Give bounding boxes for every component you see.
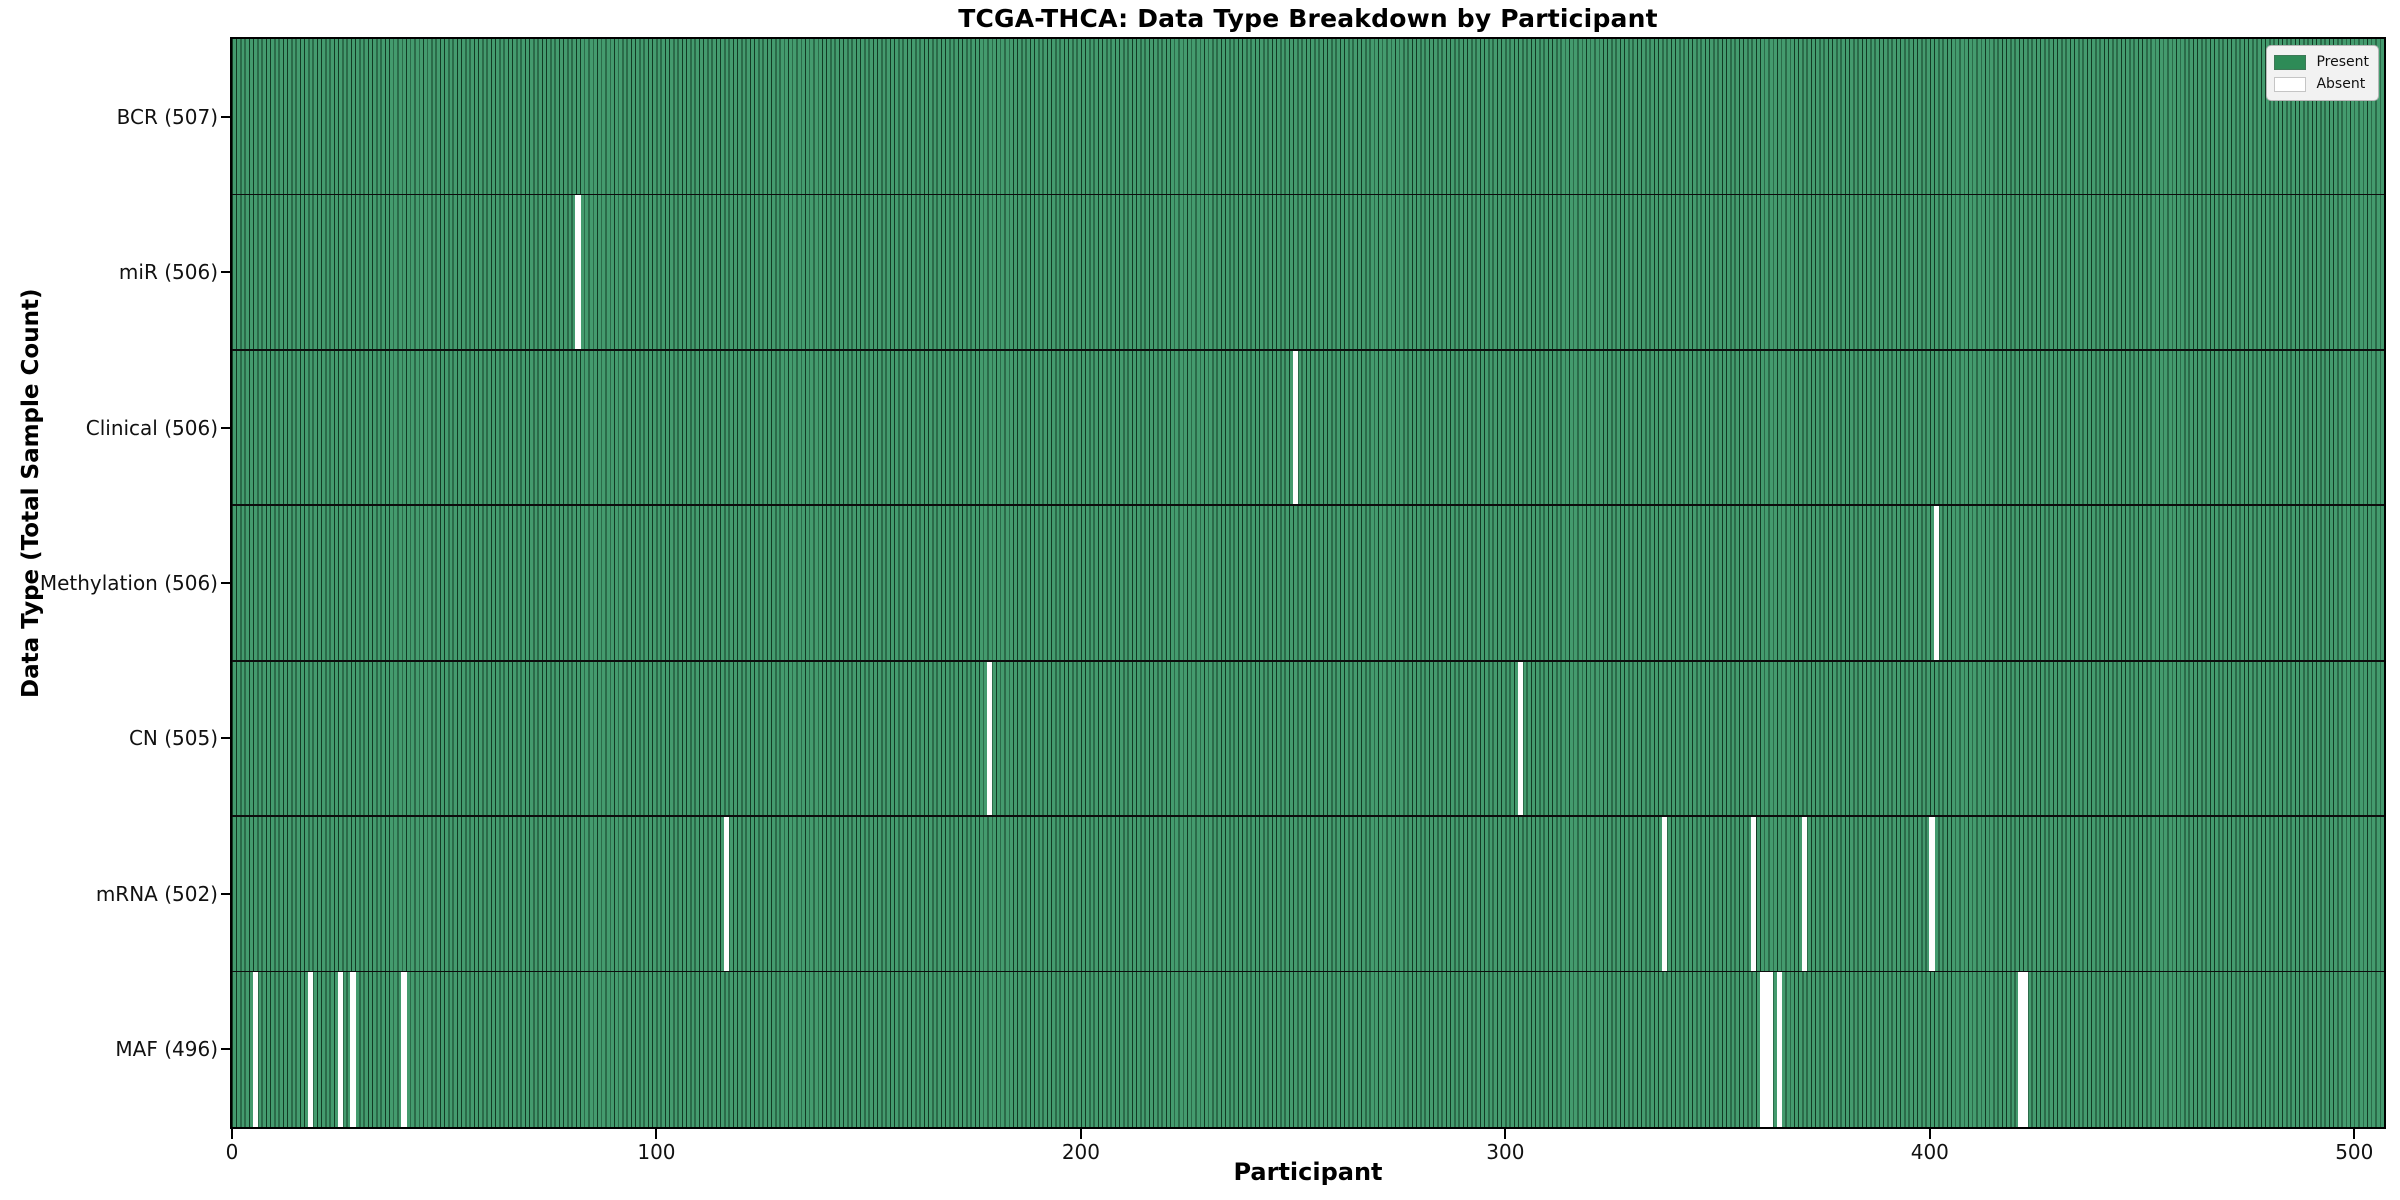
absent-gap: [1929, 816, 1935, 972]
legend-present-swatch-icon: [2274, 54, 2307, 70]
data-row: [232, 39, 2384, 195]
x-tick-label: 500: [2335, 1140, 2374, 1164]
y-tick-mark: [221, 1048, 230, 1051]
x-tick-mark: [655, 1129, 658, 1139]
data-row: [232, 194, 2384, 350]
plot-area: Present Absent: [230, 37, 2386, 1129]
legend: Present Absent: [2266, 45, 2379, 101]
y-tick-label: miR (506): [118, 260, 218, 285]
legend-absent-swatch-icon: [2274, 76, 2307, 92]
y-tick-mark: [221, 426, 230, 429]
absent-gap: [1751, 816, 1757, 972]
y-tick-mark: [221, 892, 230, 895]
row-separator: [232, 193, 2384, 196]
legend-item-present: Present: [2274, 51, 2369, 73]
absent-gap: [2022, 971, 2029, 1127]
y-tick-label: MAF (496): [115, 1037, 218, 1062]
y-tick-mark: [221, 115, 230, 118]
absent-gap: [1776, 971, 1782, 1127]
absent-gap: [1759, 971, 1765, 1127]
x-axis-label: Participant: [1233, 1158, 1383, 1186]
x-tick-label: 100: [637, 1140, 676, 1164]
absent-gap: [2018, 971, 2024, 1127]
y-tick-label: Clinical (506): [85, 415, 218, 440]
x-tick-label: 200: [1061, 1140, 1100, 1164]
absent-gap: [1768, 971, 1774, 1127]
x-tick-mark: [1504, 1129, 1507, 1139]
x-tick-mark: [2353, 1129, 2356, 1139]
y-tick-mark: [221, 582, 230, 584]
data-row: [232, 971, 2384, 1127]
x-tick-mark: [231, 1129, 233, 1139]
absent-gap: [1763, 971, 1770, 1127]
x-tick-mark: [1928, 1129, 1931, 1139]
y-tick-mark: [221, 737, 230, 740]
y-tick-mark: [221, 271, 230, 274]
absent-gap: [252, 971, 259, 1127]
absent-gap: [350, 971, 356, 1127]
absent-gap: [1517, 660, 1523, 817]
chart-title: TCGA-THCA: Data Type Breakdown by Partic…: [958, 4, 1658, 33]
x-tick-label: 400: [1910, 1140, 1949, 1164]
row-separator: [232, 348, 2384, 351]
y-tick-label: CN (505): [128, 726, 218, 751]
row-separator: [232, 504, 2384, 507]
absent-gap: [1292, 349, 1298, 506]
data-row: [232, 816, 2384, 972]
row-separator: [232, 970, 2384, 973]
data-row: [232, 660, 2384, 817]
absent-gap: [987, 660, 993, 817]
x-tick-label: 300: [1486, 1140, 1525, 1164]
x-tick-mark: [1079, 1129, 1082, 1139]
data-row: [232, 505, 2384, 661]
y-tick-label: BCR (507): [116, 104, 218, 129]
absent-gap: [575, 194, 581, 350]
x-tick-label: 0: [225, 1140, 239, 1164]
legend-item-absent: Absent: [2274, 73, 2369, 95]
legend-present-label: Present: [2316, 54, 2369, 70]
data-row: [232, 349, 2384, 506]
y-tick-label: mRNA (502): [95, 881, 218, 906]
absent-gap: [1933, 505, 1939, 661]
absent-gap: [307, 971, 314, 1127]
absent-gap: [1801, 816, 1808, 972]
absent-gap: [1661, 816, 1668, 972]
y-tick-label: Methylation (506): [39, 571, 218, 595]
legend-absent-label: Absent: [2316, 76, 2366, 92]
row-separator: [232, 659, 2384, 662]
absent-gap: [723, 816, 730, 972]
absent-gap: [401, 971, 407, 1127]
absent-gap: [337, 971, 343, 1127]
row-separator: [232, 815, 2384, 818]
